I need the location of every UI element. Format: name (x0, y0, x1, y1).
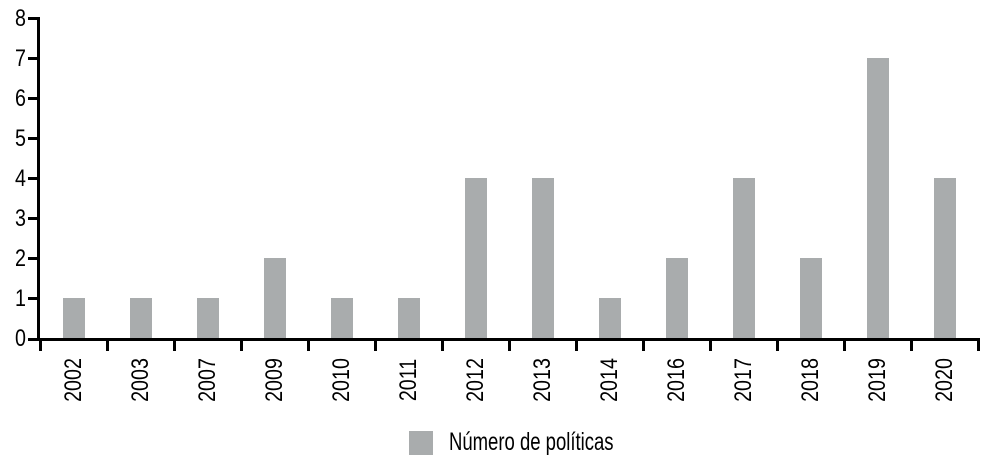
y-tick (28, 217, 40, 220)
bar (62, 298, 85, 338)
x-tick (575, 338, 578, 351)
x-category-label: 2002 (59, 358, 87, 402)
y-tick (28, 57, 40, 60)
x-axis-line (28, 338, 978, 341)
x-category-label: 2018 (796, 358, 824, 402)
x-tick (776, 338, 779, 351)
bar (263, 258, 286, 338)
x-category-label: 2020 (930, 358, 958, 402)
bar (598, 298, 621, 338)
y-tick-label: 2 (15, 245, 26, 272)
legend-label: Número de políticas (449, 428, 614, 456)
x-tick (977, 338, 980, 351)
x-tick (240, 338, 243, 351)
y-tick (28, 17, 40, 20)
y-tick-label: 5 (15, 125, 26, 152)
y-tick-label: 7 (15, 45, 26, 72)
x-tick (374, 338, 377, 351)
bar (397, 298, 420, 338)
bar (330, 298, 353, 338)
bar (464, 178, 487, 338)
bar (799, 258, 822, 338)
y-tick-label: 4 (15, 165, 26, 192)
legend: Número de políticas (409, 429, 671, 456)
legend-color-swatch (409, 430, 433, 455)
bar (129, 298, 152, 338)
x-category-label: 2017 (729, 358, 757, 402)
x-category-label: 2009 (260, 358, 288, 402)
bar (732, 178, 755, 338)
x-tick (307, 338, 310, 351)
x-category-label: 2010 (327, 358, 355, 402)
bar (196, 298, 219, 338)
x-tick (173, 338, 176, 351)
bar (866, 58, 889, 338)
y-tick (28, 297, 40, 300)
x-tick (441, 338, 444, 351)
y-tick (28, 97, 40, 100)
x-category-label: 2007 (193, 358, 221, 402)
x-category-label: 2019 (863, 358, 891, 402)
x-tick (709, 338, 712, 351)
x-tick (508, 338, 511, 351)
x-category-label: 2003 (126, 358, 154, 402)
x-tick (642, 338, 645, 351)
bar (531, 178, 554, 338)
y-tick-label: 1 (15, 285, 26, 312)
bar (933, 178, 956, 338)
x-tick (106, 338, 109, 351)
y-tick-label: 8 (15, 5, 26, 32)
y-tick-label: 0 (15, 325, 26, 352)
y-tick (28, 177, 40, 180)
y-tick-label: 6 (15, 85, 26, 112)
x-tick (843, 338, 846, 351)
bar (665, 258, 688, 338)
x-tick (910, 338, 913, 351)
y-tick (28, 257, 40, 260)
y-tick-label: 3 (15, 205, 26, 232)
x-tick (39, 338, 42, 351)
y-tick (28, 137, 40, 140)
